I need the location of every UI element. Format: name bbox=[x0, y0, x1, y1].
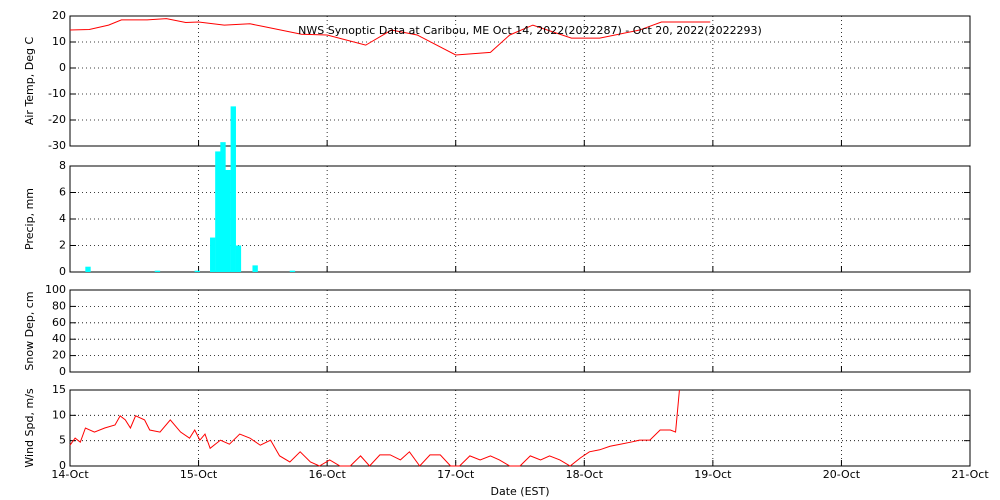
y-tick-label: -10 bbox=[48, 87, 66, 100]
data-line bbox=[69, 18, 711, 56]
x-tick-label: 17-Oct bbox=[437, 468, 475, 481]
x-tick-label: 16-Oct bbox=[308, 468, 346, 481]
y-tick-label: 100 bbox=[45, 283, 66, 296]
x-tick-label: 15-Oct bbox=[180, 468, 218, 481]
y-tick-label: 60 bbox=[52, 316, 66, 329]
x-tick-label: 19-Oct bbox=[694, 468, 732, 481]
x-tick-label: 20-Oct bbox=[823, 468, 861, 481]
x-axis-label: Date (EST) bbox=[490, 485, 549, 498]
y-tick-label: 10 bbox=[52, 408, 66, 421]
bar bbox=[85, 266, 91, 272]
panel-frame bbox=[69, 289, 971, 373]
panel-frame bbox=[69, 15, 971, 147]
data-line bbox=[69, 389, 680, 467]
panel-frame bbox=[69, 165, 971, 273]
panel-frame bbox=[69, 389, 971, 467]
y-tick-label: 15 bbox=[52, 383, 66, 396]
y-tick-label: 6 bbox=[59, 186, 66, 199]
bar bbox=[220, 142, 226, 272]
y-tick-label: 8 bbox=[59, 159, 66, 172]
y-axis-label: Wind Spd, m/s bbox=[23, 388, 36, 468]
y-tick-label: 0 bbox=[59, 365, 66, 378]
y-tick-label: -30 bbox=[48, 139, 66, 152]
bar bbox=[215, 151, 221, 272]
y-tick-label: 40 bbox=[52, 332, 66, 345]
y-tick-label: 0 bbox=[59, 61, 66, 74]
y-tick-label: 4 bbox=[59, 212, 66, 225]
y-tick-label: -20 bbox=[48, 113, 66, 126]
x-tick-label: 21-Oct bbox=[951, 468, 989, 481]
bar bbox=[235, 245, 242, 272]
bar bbox=[289, 270, 296, 272]
y-tick-label: 20 bbox=[52, 9, 66, 22]
x-tick-label: 18-Oct bbox=[566, 468, 604, 481]
bar bbox=[210, 237, 216, 272]
bar bbox=[230, 106, 236, 272]
y-axis-label: Precip, mm bbox=[23, 188, 36, 250]
chart-title: NWS Synoptic Data at Caribou, ME Oct 14,… bbox=[298, 24, 762, 37]
bar bbox=[225, 169, 231, 272]
y-tick-label: 80 bbox=[52, 299, 66, 312]
bar bbox=[154, 270, 161, 272]
y-tick-label: 5 bbox=[59, 434, 66, 447]
y-axis-label: Air Temp, Deg C bbox=[23, 37, 36, 126]
bar bbox=[252, 265, 258, 272]
y-tick-label: 0 bbox=[59, 265, 66, 278]
y-tick-label: 2 bbox=[59, 239, 66, 252]
y-tick-label: 20 bbox=[52, 349, 66, 362]
y-tick-label: 0 bbox=[59, 459, 66, 472]
y-axis-label: Snow Dep, cm bbox=[23, 291, 36, 370]
y-tick-label: 10 bbox=[52, 35, 66, 48]
x-tick-label: 14-Oct bbox=[51, 468, 89, 481]
bar bbox=[194, 270, 200, 272]
